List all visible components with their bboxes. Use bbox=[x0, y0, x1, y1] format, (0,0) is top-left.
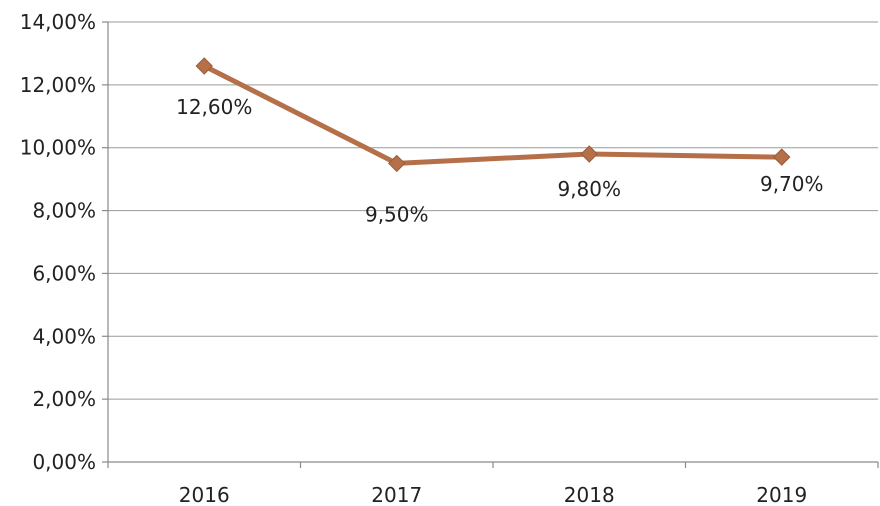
x-tick-label: 2016 bbox=[179, 483, 230, 506]
data-labels: 12,60% 9,50% 9,80% 9,70% bbox=[176, 95, 823, 226]
y-tick-label: 8,00% bbox=[32, 199, 96, 223]
y-axis-ticks: 0,00% 2,00% 4,00% 6,00% 8,00% 10,00% 12,00% 14,… bbox=[20, 10, 108, 474]
data-label: 9,70% bbox=[760, 172, 824, 196]
axes bbox=[107, 22, 878, 463]
data-point-marker bbox=[580, 145, 598, 163]
y-tick-label: 14,00% bbox=[20, 10, 96, 34]
x-tick-label: 2018 bbox=[564, 483, 615, 506]
y-tick-label: 10,00% bbox=[20, 136, 96, 160]
y-tick-label: 12,00% bbox=[20, 73, 96, 97]
x-tick-label: 2019 bbox=[756, 483, 807, 506]
data-point-marker bbox=[195, 57, 213, 75]
y-tick-label: 6,00% bbox=[32, 261, 96, 285]
series-line bbox=[203, 63, 782, 166]
data-label: 9,50% bbox=[365, 202, 429, 226]
data-label: 12,60% bbox=[176, 95, 252, 119]
y-tick-label: 4,00% bbox=[32, 324, 96, 348]
y-tick-label: 2,00% bbox=[32, 387, 96, 411]
data-label: 9,80% bbox=[557, 177, 621, 201]
x-axis-ticks: 2016 2017 2018 2019 bbox=[107, 462, 879, 506]
data-point-marker bbox=[773, 148, 791, 166]
x-tick-label: 2017 bbox=[371, 483, 422, 506]
gridlines bbox=[108, 21, 878, 400]
series-group bbox=[195, 57, 791, 173]
data-point-marker bbox=[388, 154, 406, 173]
y-tick-label: 0,00% bbox=[32, 450, 96, 474]
